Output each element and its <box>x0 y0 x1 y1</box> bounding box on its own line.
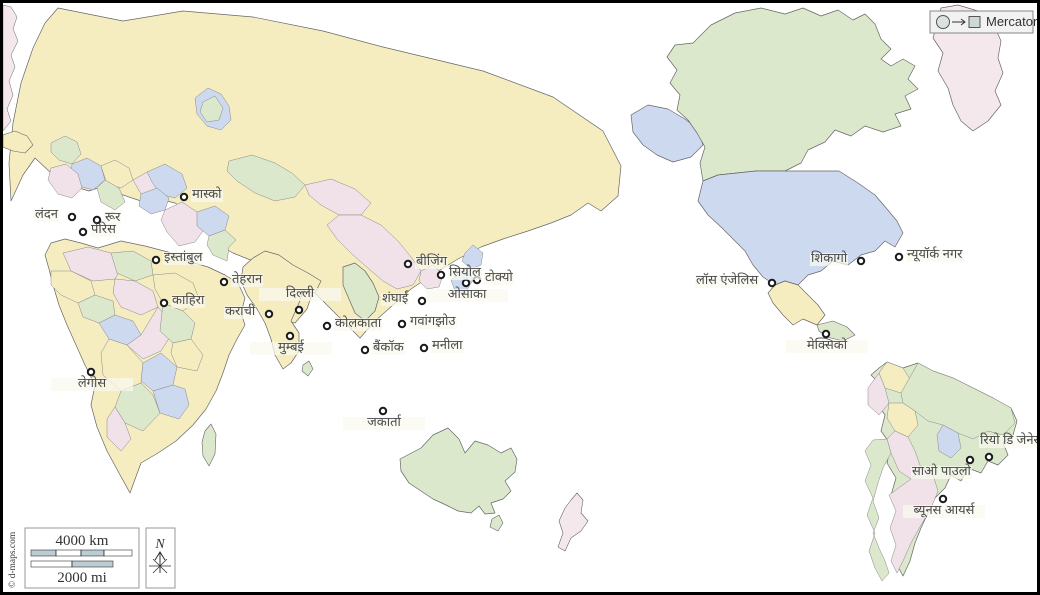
svg-text:N: N <box>154 537 165 552</box>
svg-text:2000 mi: 2000 mi <box>57 570 107 586</box>
svg-text:© d-maps.com: © d-maps.com <box>7 531 18 588</box>
svg-text:4000 km: 4000 km <box>56 533 109 549</box>
svg-text:Mercator: Mercator <box>986 14 1038 29</box>
